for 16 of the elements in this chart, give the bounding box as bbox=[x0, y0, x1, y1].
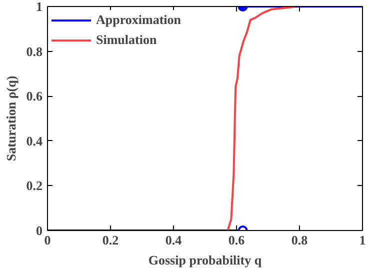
y-tick-label: 0.8 bbox=[26, 44, 43, 59]
legend-label: Simulation bbox=[96, 32, 157, 48]
line-series bbox=[226, 6, 296, 230]
y-tick-label: 0.2 bbox=[26, 178, 42, 194]
y-tick-label: 0 bbox=[36, 223, 42, 238]
y-axis-title: Saturation ρ(q) bbox=[3, 76, 18, 162]
x-tick-label: 1 bbox=[359, 232, 366, 248]
x-tick-label: 0.6 bbox=[228, 232, 246, 248]
x-tick-label: 0.2 bbox=[102, 232, 119, 248]
y-tick-label: 0.4 bbox=[26, 133, 43, 148]
x-tick-label: 0.8 bbox=[291, 232, 308, 248]
y-tick-label: 0.6 bbox=[26, 88, 43, 104]
x-axis-title: Gossip probability q bbox=[148, 252, 262, 268]
x-tick-label: 0.4 bbox=[165, 232, 182, 248]
y-tick-label: 1 bbox=[36, 0, 42, 14]
legend-label: Approximation bbox=[96, 12, 181, 28]
